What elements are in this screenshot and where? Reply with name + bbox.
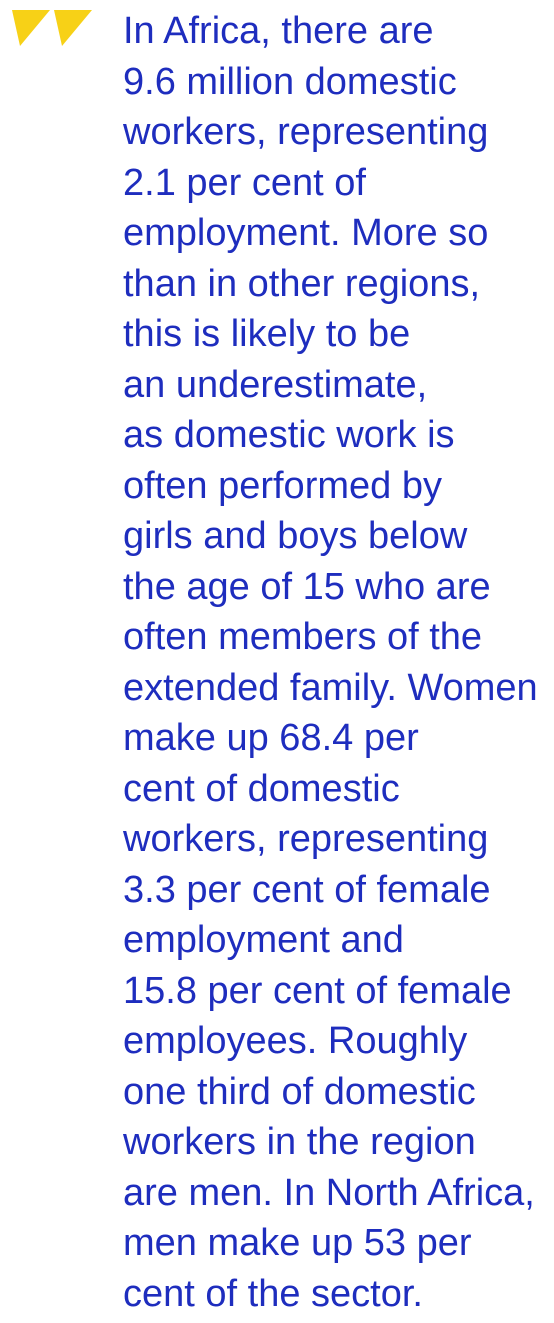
quote-line: make up 68.4 per (123, 717, 419, 759)
quote-text: In Africa, there are 9.6 million domestic… (123, 6, 554, 1319)
quote-line: are men. In North Africa, (123, 1171, 535, 1214)
quote-line: as domestic work is (123, 414, 455, 456)
quote-line: employment. More so (123, 212, 489, 254)
quote-line: 15.8 per cent of female (123, 969, 512, 1012)
quote-line: than in other regions, (123, 262, 481, 305)
quote-line: employees. Roughly (123, 1020, 468, 1062)
quote-line: 9.6 million domestic (123, 60, 457, 103)
quote-line: this is likely to be (123, 313, 411, 355)
quote-line: employment and (123, 919, 404, 961)
quote-line: extended family. Women (123, 666, 538, 709)
quote-mark (12, 10, 92, 46)
quote-line: cent of domestic (123, 767, 400, 810)
quote-line: workers, representing (123, 818, 489, 860)
quote-line: In Africa, there are (123, 10, 434, 52)
quote-line: 3.3 per cent of female (123, 868, 491, 911)
quote-line: men make up 53 per (123, 1222, 472, 1264)
quote-line: an underestimate, (123, 363, 428, 406)
quote-line: workers, representing (123, 111, 489, 153)
quote-line: one third of domestic (123, 1070, 476, 1113)
quote-line: cent of the sector. (123, 1272, 423, 1315)
quote-line: 2.1 per cent of (123, 161, 366, 204)
quote-line: often performed by (123, 464, 442, 507)
quote-mark-left (12, 10, 50, 46)
quote-line: the age of 15 who are (123, 565, 491, 608)
quote-mark-right (54, 10, 92, 46)
quote-line: girls and boys below (123, 515, 468, 557)
quote-line: often members of the (123, 616, 483, 658)
quote-line: workers in the region (123, 1121, 476, 1163)
